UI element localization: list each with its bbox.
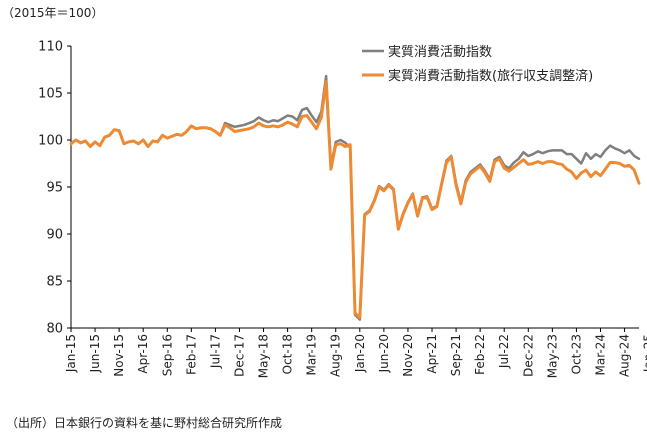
x-tick-label: Feb-17 — [184, 334, 198, 375]
x-tick-label: Dec-22 — [521, 334, 535, 377]
x-tick-label: Nov-20 — [401, 334, 415, 377]
x-tick-label: Oct-23 — [569, 334, 583, 374]
series-line-2 — [69, 80, 641, 320]
y-tick-label: 105 — [38, 87, 63, 102]
y-tick-label: 85 — [46, 275, 63, 290]
x-tick-label: Dec-17 — [232, 334, 246, 377]
y-tick-label: 90 — [46, 228, 63, 243]
source-note: （出所）日本銀行の資料を基に野村総合研究所作成 — [6, 416, 283, 430]
x-tick-label: Aug-19 — [329, 334, 343, 377]
y-tick-label: 100 — [38, 134, 63, 149]
x-tick-label: Jan-15 — [64, 334, 78, 373]
x-tick-label: Mar-19 — [305, 334, 319, 375]
x-tick-label: Jun-20 — [377, 334, 391, 373]
x-tick-label: Nov-15 — [112, 334, 126, 377]
x-tick-label: May-23 — [545, 334, 559, 378]
x-tick-label: Jan-25 — [642, 334, 647, 373]
x-tick-label: Apr-21 — [425, 334, 439, 374]
x-tick-label: May-18 — [257, 334, 271, 378]
unit-label: （2015年＝100） — [2, 6, 104, 20]
x-tick-label: Sep-16 — [160, 334, 174, 376]
y-tick-label: 80 — [46, 322, 63, 337]
x-tick-label: Oct-18 — [281, 334, 295, 374]
axes: 80 85 90 95 100 105 110 Jan-15 Jun-15 Nov-15 Apr-1… — [38, 40, 647, 379]
x-tick-label: Apr-16 — [136, 334, 150, 374]
y-tick-label: 95 — [46, 181, 63, 196]
y-tick-label: 110 — [38, 40, 63, 55]
x-tick-label: Aug-24 — [618, 334, 632, 377]
x-tick-label: Jul-17 — [208, 334, 222, 369]
x-tick-label: Jun-15 — [88, 334, 102, 373]
legend-label-1: 実質消費活動指数 — [388, 44, 492, 60]
x-tick-label: Sep-21 — [449, 334, 463, 376]
x-tick-label: Jul-22 — [497, 334, 511, 369]
series-layer — [69, 74, 641, 321]
x-tick-label: Mar-24 — [593, 334, 607, 375]
x-tick-label: Feb-22 — [473, 334, 487, 375]
x-tick-label: Jan-20 — [353, 334, 367, 373]
legend-label-2: 実質消費活動指数(旅行収支調整済) — [388, 68, 593, 84]
